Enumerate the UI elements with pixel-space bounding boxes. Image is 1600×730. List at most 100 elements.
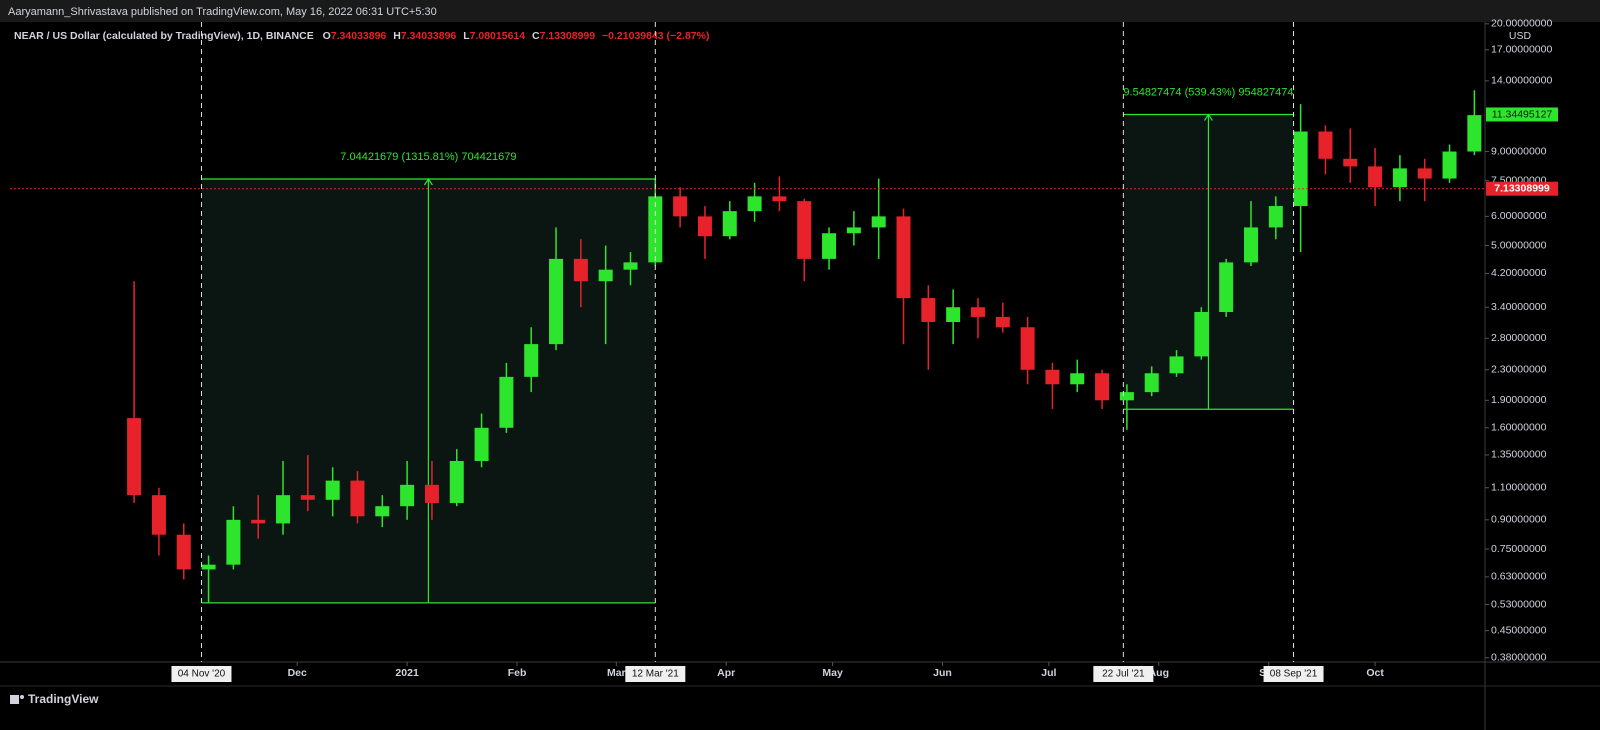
candle-body bbox=[896, 216, 911, 299]
candle-body bbox=[846, 227, 861, 234]
y-tick-label: 0.53000000 bbox=[1491, 598, 1547, 610]
candle-body bbox=[921, 298, 936, 323]
ohlc-value: 7.34033896 bbox=[401, 30, 457, 42]
marker-label: 08 Sep '21 bbox=[1270, 669, 1318, 680]
marker-box bbox=[1093, 666, 1154, 682]
measure-arrowhead bbox=[1203, 113, 1213, 121]
y-tick-label: 2.30000000 bbox=[1491, 364, 1547, 376]
ohlc-letter: H bbox=[393, 30, 401, 42]
x-tick-label: Mar bbox=[607, 667, 626, 679]
x-tick-label: Feb bbox=[508, 667, 527, 679]
chart-title: NEAR / US Dollar (calculated by TradingV… bbox=[14, 30, 314, 42]
candle-body bbox=[797, 201, 812, 259]
y-tick-label: 1.60000000 bbox=[1491, 422, 1547, 434]
candle-body bbox=[1392, 168, 1407, 188]
price-line-label: 7.13308999 bbox=[1494, 182, 1550, 194]
ohlc-value: 7.08015614 bbox=[470, 30, 526, 42]
symbol-legend: NEAR / US Dollar (calculated by TradingV… bbox=[14, 30, 709, 42]
y-tick-label: 17.00000000 bbox=[1491, 44, 1552, 56]
publish-bar bbox=[0, 0, 1600, 22]
candle-body bbox=[1467, 115, 1482, 152]
candle-body bbox=[697, 216, 712, 237]
plot-area: 7.04421679 (1315.81%) 704421679 9.5482747… bbox=[10, 86, 1485, 604]
candle-body bbox=[524, 344, 539, 377]
candle-body bbox=[424, 484, 439, 503]
candle-body bbox=[772, 196, 787, 202]
x-tick-label: Aug bbox=[1149, 667, 1169, 679]
y-tick-label: 9.00000000 bbox=[1491, 145, 1547, 157]
candle-body bbox=[1194, 312, 1209, 357]
candle-body bbox=[722, 211, 737, 237]
candle-body bbox=[673, 196, 688, 217]
measure-label: 9.54827474 (539.43%) 954827474 bbox=[1123, 86, 1293, 98]
logo-mark bbox=[10, 695, 19, 704]
candle-body bbox=[1243, 227, 1258, 263]
x-tick-label: Dec bbox=[288, 667, 307, 679]
price-line-box bbox=[1486, 181, 1558, 196]
last-price-box bbox=[1486, 107, 1558, 122]
candle-body bbox=[474, 427, 489, 462]
x-tick-label: Jun bbox=[933, 667, 952, 679]
marker-label: 04 Nov '20 bbox=[178, 669, 226, 680]
candle-body bbox=[1144, 373, 1159, 393]
candle-body bbox=[871, 216, 886, 228]
y-tick-label: 14.00000000 bbox=[1491, 75, 1552, 87]
ohlc-letter: C bbox=[532, 30, 540, 42]
y-tick-label: 5.00000000 bbox=[1491, 239, 1547, 251]
x-tick-label: 2021 bbox=[395, 667, 419, 679]
candle-body bbox=[276, 495, 291, 524]
candle-body bbox=[598, 269, 613, 282]
y-tick-label: 0.63000000 bbox=[1491, 571, 1547, 583]
candle-body bbox=[1343, 158, 1358, 167]
y-tick-label: 2.80000000 bbox=[1491, 332, 1547, 344]
candle-body bbox=[176, 534, 191, 570]
marker-label: 12 Mar '21 bbox=[632, 669, 679, 680]
x-tick-label: Oct bbox=[1366, 667, 1384, 679]
candle-body bbox=[325, 480, 340, 500]
marker-box bbox=[625, 666, 686, 682]
y-tick-label: 1.35000000 bbox=[1491, 449, 1547, 461]
candle-body bbox=[1045, 369, 1060, 385]
candle-body bbox=[995, 316, 1010, 328]
candle-body bbox=[151, 495, 166, 535]
candle-body bbox=[1417, 168, 1432, 179]
x-tick-label: May bbox=[822, 667, 843, 679]
marker-label: 22 Jul '21 bbox=[1102, 669, 1145, 680]
y-tick-label: 3.40000000 bbox=[1491, 301, 1547, 313]
candle-body bbox=[1095, 373, 1110, 401]
marker-box bbox=[171, 666, 232, 682]
y-tick-label: 4.20000000 bbox=[1491, 267, 1547, 279]
candle-body bbox=[1070, 373, 1085, 385]
last-price-label: 11.34495127 bbox=[1492, 108, 1553, 120]
candle-body bbox=[970, 307, 985, 317]
x-tick-label: Apr bbox=[717, 667, 735, 679]
measure-arrowhead bbox=[423, 177, 433, 186]
candle-body bbox=[549, 258, 564, 345]
candle-body bbox=[226, 519, 241, 565]
measure-label: 7.04421679 (1315.81%) 704421679 bbox=[340, 151, 516, 163]
candle-body bbox=[350, 480, 365, 517]
x-tick-label: Jul bbox=[1041, 667, 1056, 679]
y-tick-label: 0.90000000 bbox=[1491, 514, 1547, 526]
y-tick-label: 0.75000000 bbox=[1491, 543, 1547, 555]
brand-logo bbox=[10, 695, 24, 704]
candle-body bbox=[946, 307, 961, 323]
ohlc-letter: O bbox=[323, 30, 331, 42]
ohlc-letter: L bbox=[463, 30, 470, 42]
logo-mark bbox=[20, 695, 24, 699]
currency-label: USD bbox=[1509, 30, 1532, 42]
marker-box bbox=[1263, 666, 1324, 682]
ohlc-value: 7.13308999 bbox=[540, 30, 596, 42]
y-tick-label: 20.00000000 bbox=[1491, 18, 1552, 30]
candle-body bbox=[400, 484, 415, 507]
candle-body bbox=[1268, 206, 1283, 228]
published-note: Aaryamann_Shrivastava published on Tradi… bbox=[8, 6, 437, 18]
y-tick-label: 1.10000000 bbox=[1491, 482, 1547, 494]
candle-body bbox=[623, 262, 638, 270]
y-tick-label: 1.90000000 bbox=[1491, 394, 1547, 406]
candle-body bbox=[573, 258, 588, 282]
candle-body bbox=[127, 418, 142, 496]
candle-body bbox=[1293, 131, 1308, 207]
candle-body bbox=[1020, 327, 1035, 370]
